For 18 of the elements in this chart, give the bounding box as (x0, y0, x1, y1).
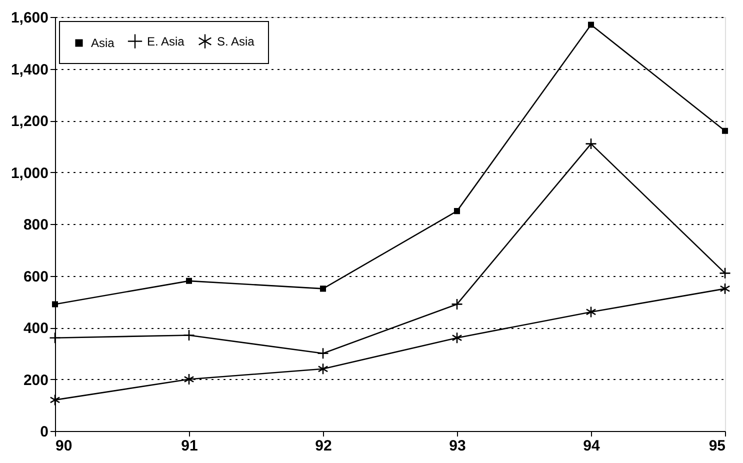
x-tick-label: 91 (181, 438, 198, 454)
y-tick-label: 1,600 (10, 10, 48, 26)
y-tick-label: 600 (23, 268, 48, 286)
y-tick-label: 1,400 (10, 61, 48, 78)
y-tick-label: 800 (23, 216, 48, 234)
x-tick-label: 94 (583, 438, 600, 454)
y-tick-label: 400 (23, 320, 48, 337)
x-tick-label: 92 (315, 438, 332, 454)
x-tick-label: 90 (56, 438, 72, 454)
y-tick-label: 0 (40, 424, 48, 440)
y-tick-label: 1,200 (10, 113, 48, 130)
legend-label: S. Asia (217, 34, 255, 48)
x-tick-label: 93 (449, 438, 466, 454)
legend-label: E. Asia (147, 34, 185, 48)
y-tick-label: 200 (23, 372, 48, 389)
y-tick-label: 1,000 (10, 164, 48, 182)
x-tick-label: 95 (708, 438, 726, 454)
legend-label: Asia (91, 36, 115, 50)
